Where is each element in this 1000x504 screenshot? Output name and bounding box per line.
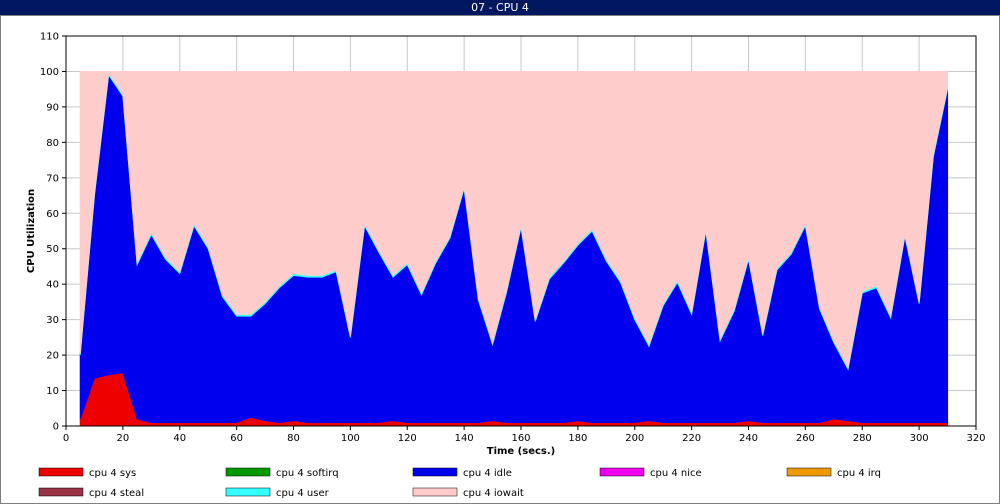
- axis-ticks: 0 20 40 60 80 100 120 140 160 180 200 220 240 260 280 3…: [40, 32, 986, 445]
- x-tick-label-8: 160: [511, 433, 530, 444]
- y-tick-label-9: 90: [46, 102, 59, 113]
- legend-swatch-cpu-4-sys: [38, 467, 84, 477]
- x-tick-label-6: 120: [398, 433, 417, 444]
- cpu-utilization-chart: 0 20 40 60 80 100 120 140 160 180 200 220 240 260 280 3…: [26, 32, 986, 500]
- legend-swatch-cpu-4-iowait: [412, 487, 458, 497]
- y-tick-label-4: 40: [46, 280, 59, 291]
- legend-swatch-cpu-4-nice: [599, 467, 645, 477]
- x-tick-label-13: 260: [796, 433, 815, 444]
- y-tick-label-11: 110: [40, 32, 59, 43]
- chart-frame: 0 20 40 60 80 100 120 140 160 180 200 220 240 260 280 3…: [0, 15, 1000, 504]
- legend-swatch-cpu-4-irq: [786, 467, 832, 477]
- y-tick-label-2: 20: [46, 351, 59, 362]
- legend-label-cpu-4-nice: cpu 4 nice: [650, 468, 702, 479]
- x-tick-label-3: 60: [230, 433, 243, 444]
- legend: cpu 4 sys cpu 4 softirq cpu 4 idle cpu 4 ni…: [38, 467, 881, 499]
- x-tick-label-1: 20: [117, 433, 130, 444]
- y-tick-label-10: 100: [40, 67, 59, 78]
- legend-swatch-cpu-4-user: [225, 487, 271, 497]
- legend-swatch-cpu-4-idle: [412, 467, 458, 477]
- x-tick-label-5: 100: [341, 433, 360, 444]
- y-tick-label-1: 10: [46, 386, 59, 397]
- x-axis-label: Time (secs.): [487, 446, 556, 457]
- y-tick-label-8: 80: [46, 138, 59, 149]
- x-tick-label-4: 80: [287, 433, 300, 444]
- series-area-cpu-4-iowait: [79, 70, 949, 369]
- legend-label-cpu-4-softirq: cpu 4 softirq: [276, 468, 339, 479]
- y-tick-label-3: 30: [46, 315, 59, 326]
- legend-label-cpu-4-user: cpu 4 user: [276, 488, 330, 499]
- legend-label-cpu-4-idle: cpu 4 idle: [463, 468, 512, 479]
- legend-label-cpu-4-iowait: cpu 4 iowait: [463, 488, 524, 499]
- x-tick-label-2: 40: [173, 433, 186, 444]
- x-tick-label-14: 280: [853, 433, 872, 444]
- y-axis-label: CPU Utilization: [26, 189, 37, 273]
- x-tick-label-15: 300: [910, 433, 929, 444]
- y-tick-label-5: 50: [46, 244, 59, 255]
- x-tick-label-7: 140: [455, 433, 474, 444]
- area-series: [79, 70, 949, 427]
- legend-label-cpu-4-irq: cpu 4 irq: [837, 468, 881, 479]
- y-tick-label-6: 60: [46, 209, 59, 220]
- x-tick-label-10: 200: [625, 433, 644, 444]
- window-title: 07 - CPU 4: [471, 1, 529, 14]
- y-tick-label-0: 0: [53, 422, 59, 433]
- x-tick-label-12: 240: [739, 433, 758, 444]
- x-tick-label-16: 320: [966, 433, 985, 444]
- x-tick-label-9: 180: [568, 433, 587, 444]
- y-tick-label-7: 70: [46, 173, 59, 184]
- legend-swatch-cpu-4-softirq: [225, 467, 271, 477]
- x-tick-label-0: 0: [63, 433, 69, 444]
- legend-swatch-cpu-4-steal: [38, 487, 84, 497]
- x-tick-label-11: 220: [682, 433, 701, 444]
- legend-label-cpu-4-sys: cpu 4 sys: [89, 468, 136, 479]
- legend-label-cpu-4-steal: cpu 4 steal: [89, 488, 144, 499]
- window-title-bar: 07 - CPU 4: [0, 0, 1000, 15]
